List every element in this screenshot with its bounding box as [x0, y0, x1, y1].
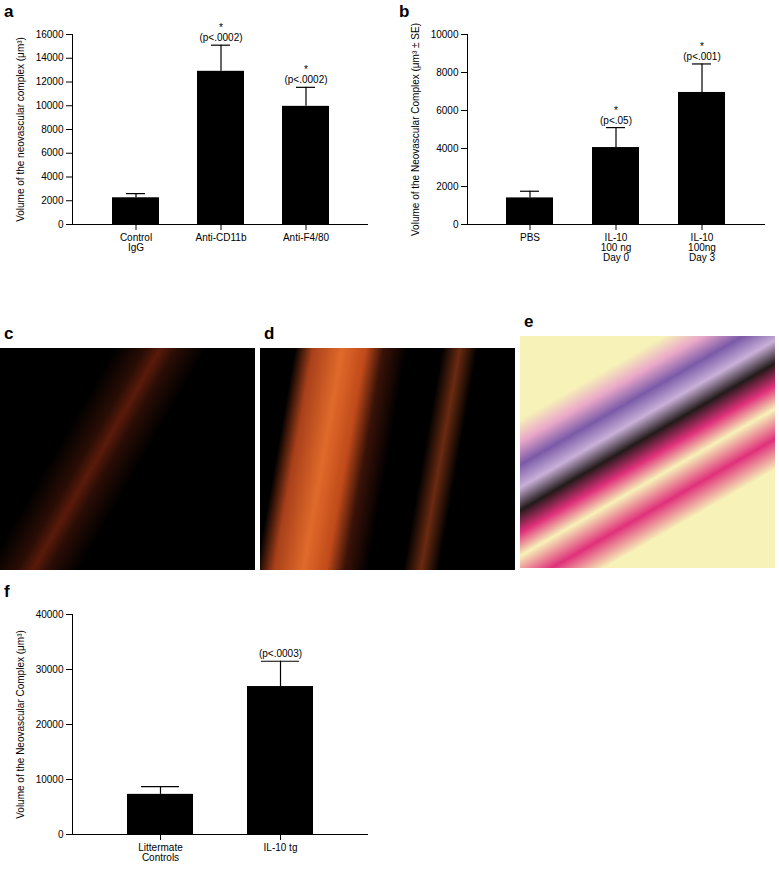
- html-text:c: c: [4, 324, 14, 343]
- svg-text:30000: 30000: [36, 664, 64, 675]
- svg-text:6000: 6000: [436, 105, 459, 116]
- svg-text:*(p<.001): *(p<.001): [683, 41, 721, 62]
- svg-text:2000: 2000: [436, 181, 459, 192]
- svg-text:20000: 20000: [36, 719, 64, 730]
- svg-text:PBS: PBS: [520, 232, 540, 243]
- svg-text:ControlIgG: ControlIgG: [120, 232, 152, 253]
- svg-text:40000: 40000: [36, 609, 64, 620]
- svg-text:(p<.0003): (p<.0003): [259, 648, 302, 659]
- svg-text:Volume of the neovascular comp: Volume of the neovascular complex (μm³): [15, 37, 26, 222]
- svg-text:6000: 6000: [41, 147, 64, 158]
- svg-text:Volume of the Neovascular Comp: Volume of the Neovascular Complex (μm³ ±…: [410, 23, 421, 236]
- svg-text:*(p<.0002): *(p<.0002): [199, 22, 242, 43]
- svg-text:4000: 4000: [436, 143, 459, 154]
- svg-text:Anti-F4/80: Anti-F4/80: [283, 232, 330, 243]
- svg-text:4000: 4000: [41, 171, 64, 182]
- svg-text:0: 0: [58, 829, 64, 840]
- svg-text:16000: 16000: [36, 29, 64, 40]
- svg-text:10000: 10000: [36, 100, 64, 111]
- svg-text:12000: 12000: [36, 76, 64, 87]
- svg-text:8000: 8000: [436, 67, 459, 78]
- svg-text:8000: 8000: [41, 124, 64, 135]
- svg-text:*(p<.05): *(p<.05): [600, 105, 632, 126]
- svg-text:10000: 10000: [431, 29, 459, 40]
- svg-text:*(p<.0002): *(p<.0002): [284, 64, 327, 85]
- svg-text:0: 0: [58, 219, 64, 230]
- html-text:a: a: [4, 2, 14, 21]
- html-text:f: f: [4, 582, 10, 601]
- svg-text:2000: 2000: [41, 195, 64, 206]
- html-text:b: b: [399, 2, 410, 21]
- html-text:e: e: [524, 312, 534, 331]
- svg-text:0: 0: [453, 219, 459, 230]
- svg-text:LittermateControls: LittermateControls: [138, 842, 183, 863]
- svg-text:14000: 14000: [36, 52, 64, 63]
- svg-text:10000: 10000: [36, 774, 64, 785]
- svg-text:IL-10100 ngDay 0: IL-10100 ngDay 0: [601, 232, 632, 263]
- svg-text:IL-10 tg: IL-10 tg: [264, 842, 298, 853]
- html-text:d: d: [264, 324, 275, 343]
- svg-text:Anti-CD11b: Anti-CD11b: [196, 232, 247, 243]
- svg-text:IL-10100ngDay 3: IL-10100ngDay 3: [688, 232, 716, 263]
- svg-text:Volume of the Neovascular Comp: Volume of the Neovascular Complex (μm³): [15, 630, 26, 819]
